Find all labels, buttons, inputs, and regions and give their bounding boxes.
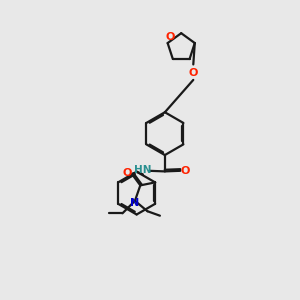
Text: N: N (130, 198, 140, 208)
Text: O: O (180, 166, 190, 176)
Text: O: O (166, 32, 175, 42)
Text: HN: HN (134, 165, 152, 175)
Text: O: O (123, 168, 132, 178)
Text: O: O (189, 68, 198, 78)
